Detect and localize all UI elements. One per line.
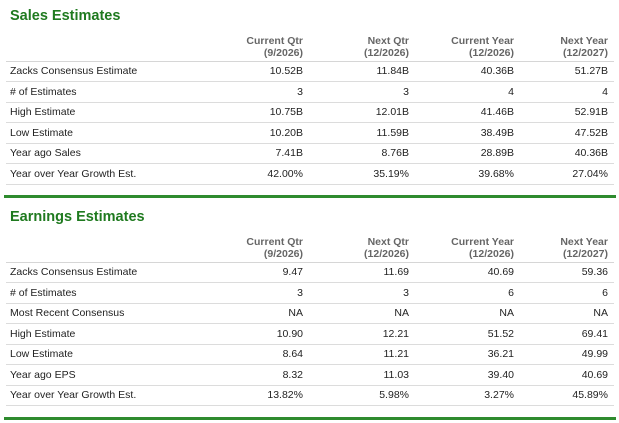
row-value: NA [520, 303, 614, 324]
row-value: 27.04% [520, 163, 614, 185]
row-value: 40.36B [415, 61, 520, 82]
sales-estimates-table: Current Qtr (9/2026) Next Qtr (12/2026) … [6, 33, 614, 185]
row-value: 3.27% [415, 385, 520, 406]
row-value: 3 [202, 282, 309, 304]
row-value: 39.40 [415, 364, 520, 386]
row-value: 12.21 [309, 323, 415, 345]
table-row: Zacks Consensus Estimate 9.47 11.69 40.69 59… [6, 262, 614, 283]
row-value: 12.01B [309, 102, 415, 123]
row-value: 59.36 [520, 262, 614, 283]
table-row: Year over Year Growth Est. 42.00% 35.19% 39… [6, 163, 614, 185]
sales-col-header-next-qtr: Next Qtr (12/2026) [309, 33, 415, 62]
row-value: 8.76B [309, 143, 415, 164]
row-value: 39.68% [415, 163, 520, 185]
row-label: High Estimate [6, 323, 202, 345]
earnings-col-header-next-qtr: Next Qtr (12/2026) [309, 234, 415, 263]
row-label: Year ago EPS [6, 364, 202, 386]
table-row: High Estimate 10.75B 12.01B 41.46B 52.91B [6, 102, 614, 123]
row-value: 11.59B [309, 122, 415, 144]
row-value: 8.32 [202, 364, 309, 386]
row-value: 11.84B [309, 61, 415, 82]
table-row: Year ago EPS 8.32 11.03 39.40 40.69 [6, 364, 614, 386]
sales-estimates-title: Sales Estimates [10, 8, 121, 24]
row-value: 8.64 [202, 344, 309, 365]
row-value: 51.27B [520, 61, 614, 82]
sales-header-blank [6, 33, 202, 62]
row-value: 45.89% [520, 385, 614, 406]
row-value: 11.69 [309, 262, 415, 283]
row-value: 3 [309, 282, 415, 304]
row-value: 3 [202, 81, 309, 103]
row-value: 11.03 [309, 364, 415, 386]
row-value: 28.89B [415, 143, 520, 164]
row-value: 7.41B [202, 143, 309, 164]
row-value: 5.98% [309, 385, 415, 406]
row-value: 10.20B [202, 122, 309, 144]
row-label: # of Estimates [6, 282, 202, 304]
table-row: Most Recent Consensus NA NA NA NA [6, 303, 614, 324]
earnings-col-header-current-qtr: Current Qtr (9/2026) [202, 234, 309, 263]
row-value: 13.82% [202, 385, 309, 406]
table-row: Low Estimate 8.64 11.21 36.21 49.99 [6, 344, 614, 365]
row-value: 40.36B [520, 143, 614, 164]
row-value: NA [309, 303, 415, 324]
table-row: Year over Year Growth Est. 13.82% 5.98% 3.2… [6, 385, 614, 406]
row-label: Zacks Consensus Estimate [6, 61, 202, 82]
earnings-section-divider [4, 417, 616, 420]
row-value: 36.21 [415, 344, 520, 365]
row-value: NA [202, 303, 309, 324]
row-value: 10.75B [202, 102, 309, 123]
row-value: 51.52 [415, 323, 520, 345]
table-row: High Estimate 10.90 12.21 51.52 69.41 [6, 323, 614, 345]
table-row: Year ago Sales 7.41B 8.76B 28.89B 40.36B [6, 143, 614, 164]
row-value: 10.52B [202, 61, 309, 82]
table-row: Low Estimate 10.20B 11.59B 38.49B 47.52B [6, 122, 614, 144]
table-row: # of Estimates 3 3 6 6 [6, 282, 614, 304]
row-value: 10.90 [202, 323, 309, 345]
earnings-header-blank [6, 234, 202, 263]
row-value: 42.00% [202, 163, 309, 185]
row-value: 49.99 [520, 344, 614, 365]
earnings-col-header-current-year: Current Year (12/2026) [415, 234, 520, 263]
row-label: # of Estimates [6, 81, 202, 103]
row-value: 3 [309, 81, 415, 103]
row-label: Year ago Sales [6, 143, 202, 164]
row-value: 52.91B [520, 102, 614, 123]
sales-section-divider [4, 195, 616, 198]
row-label: Zacks Consensus Estimate [6, 262, 202, 283]
earnings-header-row: Current Qtr (9/2026) Next Qtr (12/2026) … [6, 234, 614, 263]
sales-col-header-current-qtr: Current Qtr (9/2026) [202, 33, 309, 62]
row-value: 4 [415, 81, 520, 103]
row-value: 47.52B [520, 122, 614, 144]
row-value: 38.49B [415, 122, 520, 144]
row-value: NA [415, 303, 520, 324]
row-value: 6 [415, 282, 520, 304]
row-value: 40.69 [415, 262, 520, 283]
row-label: High Estimate [6, 102, 202, 123]
row-label: Low Estimate [6, 344, 202, 365]
sales-col-header-current-year: Current Year (12/2026) [415, 33, 520, 62]
row-value: 35.19% [309, 163, 415, 185]
row-label: Most Recent Consensus [6, 303, 202, 324]
earnings-estimates-title: Earnings Estimates [10, 209, 145, 225]
table-row: Zacks Consensus Estimate 10.52B 11.84B 40.3… [6, 61, 614, 82]
sales-col-header-next-year: Next Year (12/2027) [520, 33, 614, 62]
table-row: # of Estimates 3 3 4 4 [6, 81, 614, 103]
row-value: 41.46B [415, 102, 520, 123]
row-label: Year over Year Growth Est. [6, 385, 202, 406]
sales-header-row: Current Qtr (9/2026) Next Qtr (12/2026) … [6, 33, 614, 62]
earnings-col-header-next-year: Next Year (12/2027) [520, 234, 614, 263]
row-value: 69.41 [520, 323, 614, 345]
row-label: Year over Year Growth Est. [6, 163, 202, 185]
row-value: 4 [520, 81, 614, 103]
earnings-estimates-table: Current Qtr (9/2026) Next Qtr (12/2026) … [6, 234, 614, 406]
row-value: 9.47 [202, 262, 309, 283]
row-value: 11.21 [309, 344, 415, 365]
row-value: 40.69 [520, 364, 614, 386]
row-value: 6 [520, 282, 614, 304]
row-label: Low Estimate [6, 122, 202, 144]
